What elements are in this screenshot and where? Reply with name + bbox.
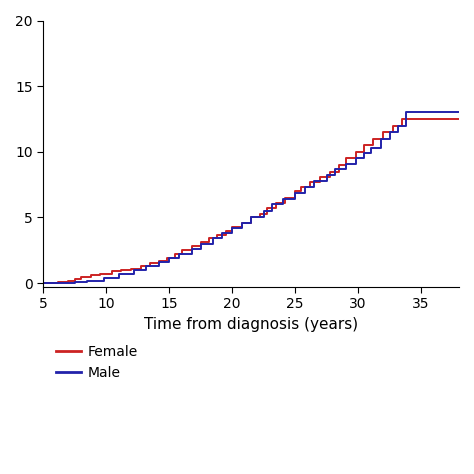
Line: Male: Male: [43, 112, 459, 283]
Female: [257, 210, 263, 216]
Male: [396, 123, 401, 128]
Female: [189, 244, 195, 249]
Female: [343, 155, 348, 161]
Male: [302, 184, 308, 190]
Male: [239, 220, 245, 226]
Female: [118, 267, 124, 273]
Female: [239, 220, 245, 226]
Male: [229, 225, 235, 231]
Male: [210, 236, 216, 241]
Male: [166, 255, 172, 261]
Female: [308, 179, 313, 185]
Female: [128, 266, 134, 272]
Female: [173, 251, 178, 257]
Female: [353, 149, 358, 155]
Male: [144, 263, 149, 269]
Female: [299, 184, 304, 190]
Female: [391, 123, 396, 128]
Female: [400, 116, 405, 122]
Female: [248, 215, 254, 220]
Male: [189, 246, 195, 252]
Male: [248, 215, 254, 220]
Male: [387, 129, 392, 135]
Male: [353, 155, 358, 161]
Female: [78, 273, 84, 279]
Male: [72, 279, 77, 285]
Female: [273, 200, 279, 206]
Male: [311, 178, 317, 183]
Male: [176, 251, 182, 257]
Male: [368, 145, 374, 151]
Male: [343, 161, 348, 166]
Female: [456, 116, 462, 122]
Female: [282, 195, 288, 201]
Female: [229, 224, 235, 229]
Male: [324, 173, 329, 178]
Male: [270, 201, 275, 207]
Male: [292, 190, 298, 195]
Legend: Female, Male: Female, Male: [50, 339, 143, 385]
Female: [337, 162, 342, 168]
Male: [84, 278, 90, 283]
Male: [100, 275, 106, 281]
Male: [456, 109, 462, 115]
Female: [264, 205, 270, 211]
Female: [156, 258, 162, 264]
Male: [40, 280, 46, 286]
Female: [207, 236, 212, 241]
Female: [138, 263, 144, 269]
Male: [403, 109, 409, 115]
Male: [378, 136, 383, 142]
Female: [198, 239, 203, 245]
Female: [381, 129, 386, 135]
Male: [116, 271, 121, 277]
Male: [219, 230, 225, 236]
Female: [362, 142, 367, 148]
Female: [318, 174, 323, 180]
Male: [261, 208, 266, 214]
Male: [198, 241, 203, 246]
Male: [131, 267, 137, 273]
Female: [214, 232, 220, 237]
Female: [179, 247, 184, 253]
Male: [280, 196, 285, 202]
Female: [40, 280, 46, 286]
Female: [223, 228, 228, 234]
Female: [371, 136, 376, 142]
Female: [97, 271, 102, 277]
Female: [55, 279, 61, 285]
Female: [65, 278, 71, 283]
Female: [109, 268, 115, 274]
X-axis label: Time from diagnosis (years): Time from diagnosis (years): [144, 317, 358, 332]
Female: [88, 273, 94, 278]
Line: Female: Female: [43, 119, 459, 283]
Male: [333, 166, 338, 172]
Female: [292, 188, 298, 194]
Male: [156, 259, 162, 265]
Female: [164, 255, 169, 261]
Female: [72, 276, 77, 282]
Female: [147, 261, 153, 266]
Male: [362, 150, 367, 156]
Female: [328, 169, 333, 174]
